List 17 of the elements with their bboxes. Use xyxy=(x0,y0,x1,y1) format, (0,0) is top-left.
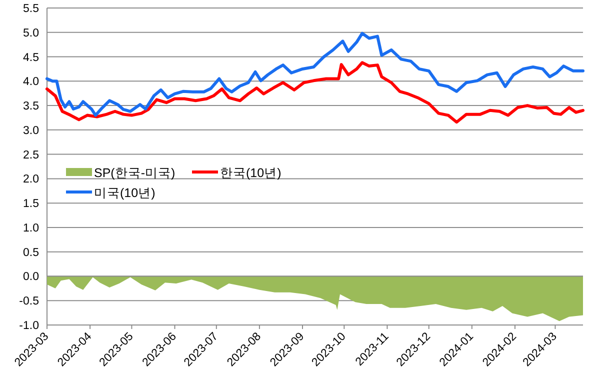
y-tick-label: 3.0 xyxy=(23,124,39,137)
y-tick-label: 5.5 xyxy=(23,3,39,15)
y-tick-label: 2.5 xyxy=(23,149,39,162)
y-tick-label: 4.5 xyxy=(23,52,39,64)
y-tick-label: 1.0 xyxy=(23,222,39,234)
y-tick-label: -1.0 xyxy=(19,320,39,332)
y-tick-label: 2.0 xyxy=(23,174,39,186)
y-tick-label: 5.0 xyxy=(23,27,39,40)
y-tick-label: 4.0 xyxy=(23,76,39,88)
legend-label: 한국(10년) xyxy=(220,166,282,180)
y-tick-label: 0.0 xyxy=(23,271,39,284)
y-tick-label: 1.5 xyxy=(23,198,39,210)
y-tick-label: -0.5 xyxy=(19,296,39,308)
y-tick-label: 0.5 xyxy=(23,246,39,259)
y-tick-label: 3.5 xyxy=(23,100,39,113)
legend-label: 미국(10년) xyxy=(94,186,156,200)
legend-label: SP(한국-미국) xyxy=(94,166,176,180)
